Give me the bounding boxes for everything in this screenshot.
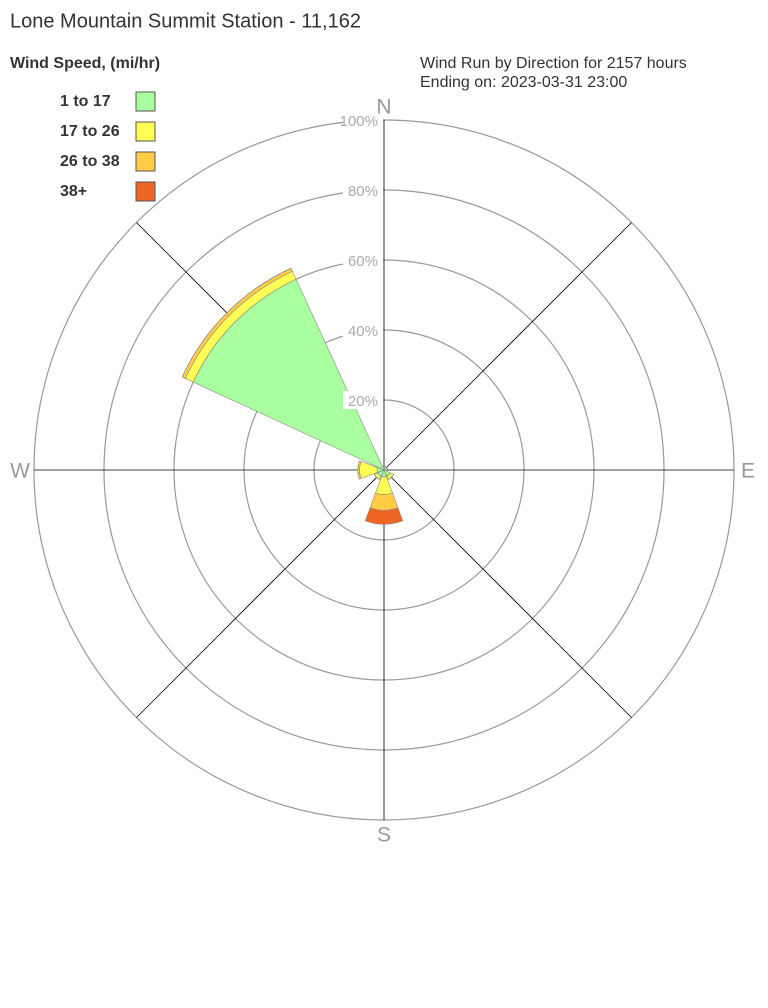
legend-label: 1 to 17 [60,93,111,110]
wedge-segment [375,476,393,495]
r-tick-label: 60% [348,253,378,270]
tick-label-bg [343,181,383,199]
legend-swatch [135,151,156,172]
r-tick-label: 20% [348,393,378,410]
spoke [383,469,632,718]
chart-title: Lone Mountain Summit Station - 11,162 [10,10,361,32]
tick-label-bg [343,321,383,339]
direction-label: E [741,460,755,483]
wedge-segment [388,474,394,480]
r-tick-label: 40% [348,323,378,340]
r-tick-label: 100% [340,113,378,130]
direction-label: N [376,96,391,119]
legend-label: 26 to 38 [60,153,120,170]
legend-swatch [135,181,156,202]
spoke [383,222,632,471]
legend-label: 38+ [60,183,87,200]
subtitle: Wind Run by Direction for 2157 hours [420,55,687,72]
legend-title: Wind Speed, (mi/hr) [10,55,160,72]
wedge-segment [369,492,399,511]
legend-swatch [135,91,156,112]
direction-label: W [10,460,30,483]
tick-label-bg [343,251,383,269]
tick-label-bg [343,111,383,129]
spoke [136,469,385,718]
wedge-segment [374,474,380,480]
wedge-segment [364,507,404,525]
subtitle: Ending on: 2023-03-31 23:00 [420,74,627,91]
r-tick-label: 80% [348,183,378,200]
direction-label: S [377,824,391,847]
legend-swatch [135,121,156,142]
tick-label-bg [343,391,383,409]
legend-label: 17 to 26 [60,123,120,140]
